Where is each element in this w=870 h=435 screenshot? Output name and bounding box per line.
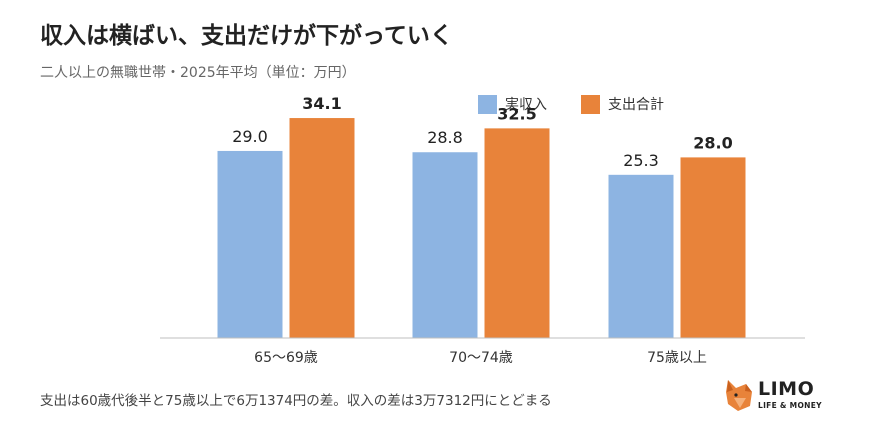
legend-swatch-expense: [581, 94, 600, 114]
x-tick-label-2: 70〜74歳: [449, 350, 513, 366]
footnote: 支出は60歳代後半と75歳以上で6万1374円の差。収入の差は3万7312円にと…: [40, 393, 552, 409]
x-tick-label-1: 65〜69歳: [254, 350, 318, 366]
legend-label-income: 実収入: [505, 97, 547, 113]
data-label-income-2: 28.8: [427, 128, 463, 147]
data-label-income-3: 25.3: [623, 151, 659, 170]
limo-fox-logo-icon: [726, 380, 752, 411]
bar-expense-2: [484, 128, 550, 338]
chart-subtitle: 二人以上の無職世帯・2025年平均（単位：万円）: [40, 65, 356, 81]
legend-swatch-income: [478, 94, 497, 114]
x-tick-label-3: 75歳以上: [647, 350, 707, 366]
bar-income-2: [412, 152, 478, 338]
logo-tagline: LIFE & MONEY: [758, 401, 822, 411]
data-label-expense-3: 28.0: [693, 133, 732, 152]
data-label-expense-1: 34.1: [302, 94, 341, 113]
logo-wordmark: LIMO: [758, 378, 815, 401]
bar-income-3: [608, 174, 674, 338]
legend: 実収入 支出合計: [478, 94, 698, 114]
legend-item-income: 実収入: [478, 94, 547, 114]
bar-expense-1: [289, 118, 355, 339]
legend-item-expense: 支出合計: [581, 94, 664, 114]
legend-label-expense: 支出合計: [608, 97, 664, 113]
data-label-income-1: 29.0: [232, 127, 268, 146]
data-label-expense-2: 32.5: [497, 104, 536, 123]
bar-expense-3: [680, 157, 746, 338]
limo-logo: LIMO LIFE & MONEY: [724, 378, 822, 412]
bar-income-1: [217, 150, 283, 338]
chart-title: 収入は横ばい、支出だけが下がっていく: [40, 23, 453, 49]
